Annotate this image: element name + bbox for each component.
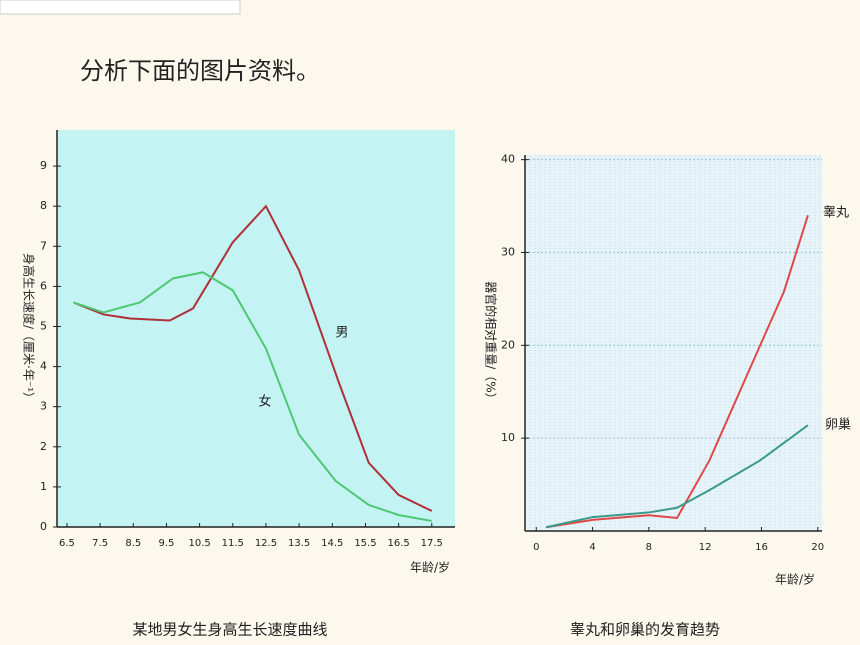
slide-title: 分析下面的图片资料。 <box>80 57 320 85</box>
x-tick-label: 8 <box>646 542 652 553</box>
y-tick-label: 1 <box>40 480 47 493</box>
y-tick-label: 4 <box>40 360 47 373</box>
series-label: 卵巢 <box>825 418 851 433</box>
x-tick-label: 12.5 <box>255 538 277 549</box>
x-tick-label: 11.5 <box>222 538 244 549</box>
chart-caption: 睾丸和卵巢的发育趋势 <box>570 621 720 639</box>
y-tick-label: 20 <box>501 338 515 351</box>
y-tick-label: 9 <box>40 159 47 172</box>
series-line <box>73 204 433 512</box>
y-tick-label: 8 <box>40 199 47 212</box>
x-tick-label: 10.5 <box>188 538 210 549</box>
x-axis-label: 年龄/岁 <box>410 560 450 575</box>
x-tick-label: 20 <box>811 542 824 553</box>
y-tick-label: 6 <box>40 279 47 292</box>
x-tick-label: 9.5 <box>158 538 174 549</box>
y-tick-label: 5 <box>40 319 47 332</box>
chart-caption: 某地男女生身高生长速度曲线 <box>132 621 327 639</box>
x-tick-label: 15.5 <box>354 538 376 549</box>
y-axis-label: 身高生长速度/（厘米·年⁻¹） <box>22 253 37 404</box>
x-axis-label: 年龄/岁 <box>775 572 815 587</box>
y-tick-label: 30 <box>501 245 515 258</box>
y-tick-label: 7 <box>40 239 47 252</box>
x-tick-label: 8.5 <box>125 538 141 549</box>
x-tick-label: 14.5 <box>321 538 343 549</box>
plot-background <box>57 130 455 527</box>
series-label: 女 <box>258 394 271 410</box>
plot-background <box>525 155 822 531</box>
y-tick-label: 0 <box>40 520 47 533</box>
x-tick-label: 17.5 <box>421 538 443 549</box>
x-tick-label: 16 <box>755 542 768 553</box>
y-tick-label: 10 <box>501 431 515 444</box>
series-line <box>545 424 809 529</box>
y-tick-label: 2 <box>40 440 47 453</box>
series-line <box>545 215 809 529</box>
series-label: 男 <box>335 326 348 341</box>
x-tick-label: 13.5 <box>288 538 310 549</box>
x-tick-label: 6.5 <box>59 538 75 549</box>
top-tab <box>0 0 241 15</box>
x-tick-label: 0 <box>533 542 539 553</box>
x-tick-label: 12 <box>699 542 712 553</box>
y-tick-label: 3 <box>40 400 47 413</box>
x-tick-label: 7.5 <box>92 538 108 549</box>
y-tick-label: 40 <box>501 153 515 166</box>
series-label: 睾丸 <box>823 205 849 221</box>
series-line <box>73 271 432 522</box>
x-tick-label: 16.5 <box>387 538 409 549</box>
x-tick-label: 4 <box>589 542 595 553</box>
y-axis-label: 器官的相对重量/（%） <box>484 281 499 404</box>
